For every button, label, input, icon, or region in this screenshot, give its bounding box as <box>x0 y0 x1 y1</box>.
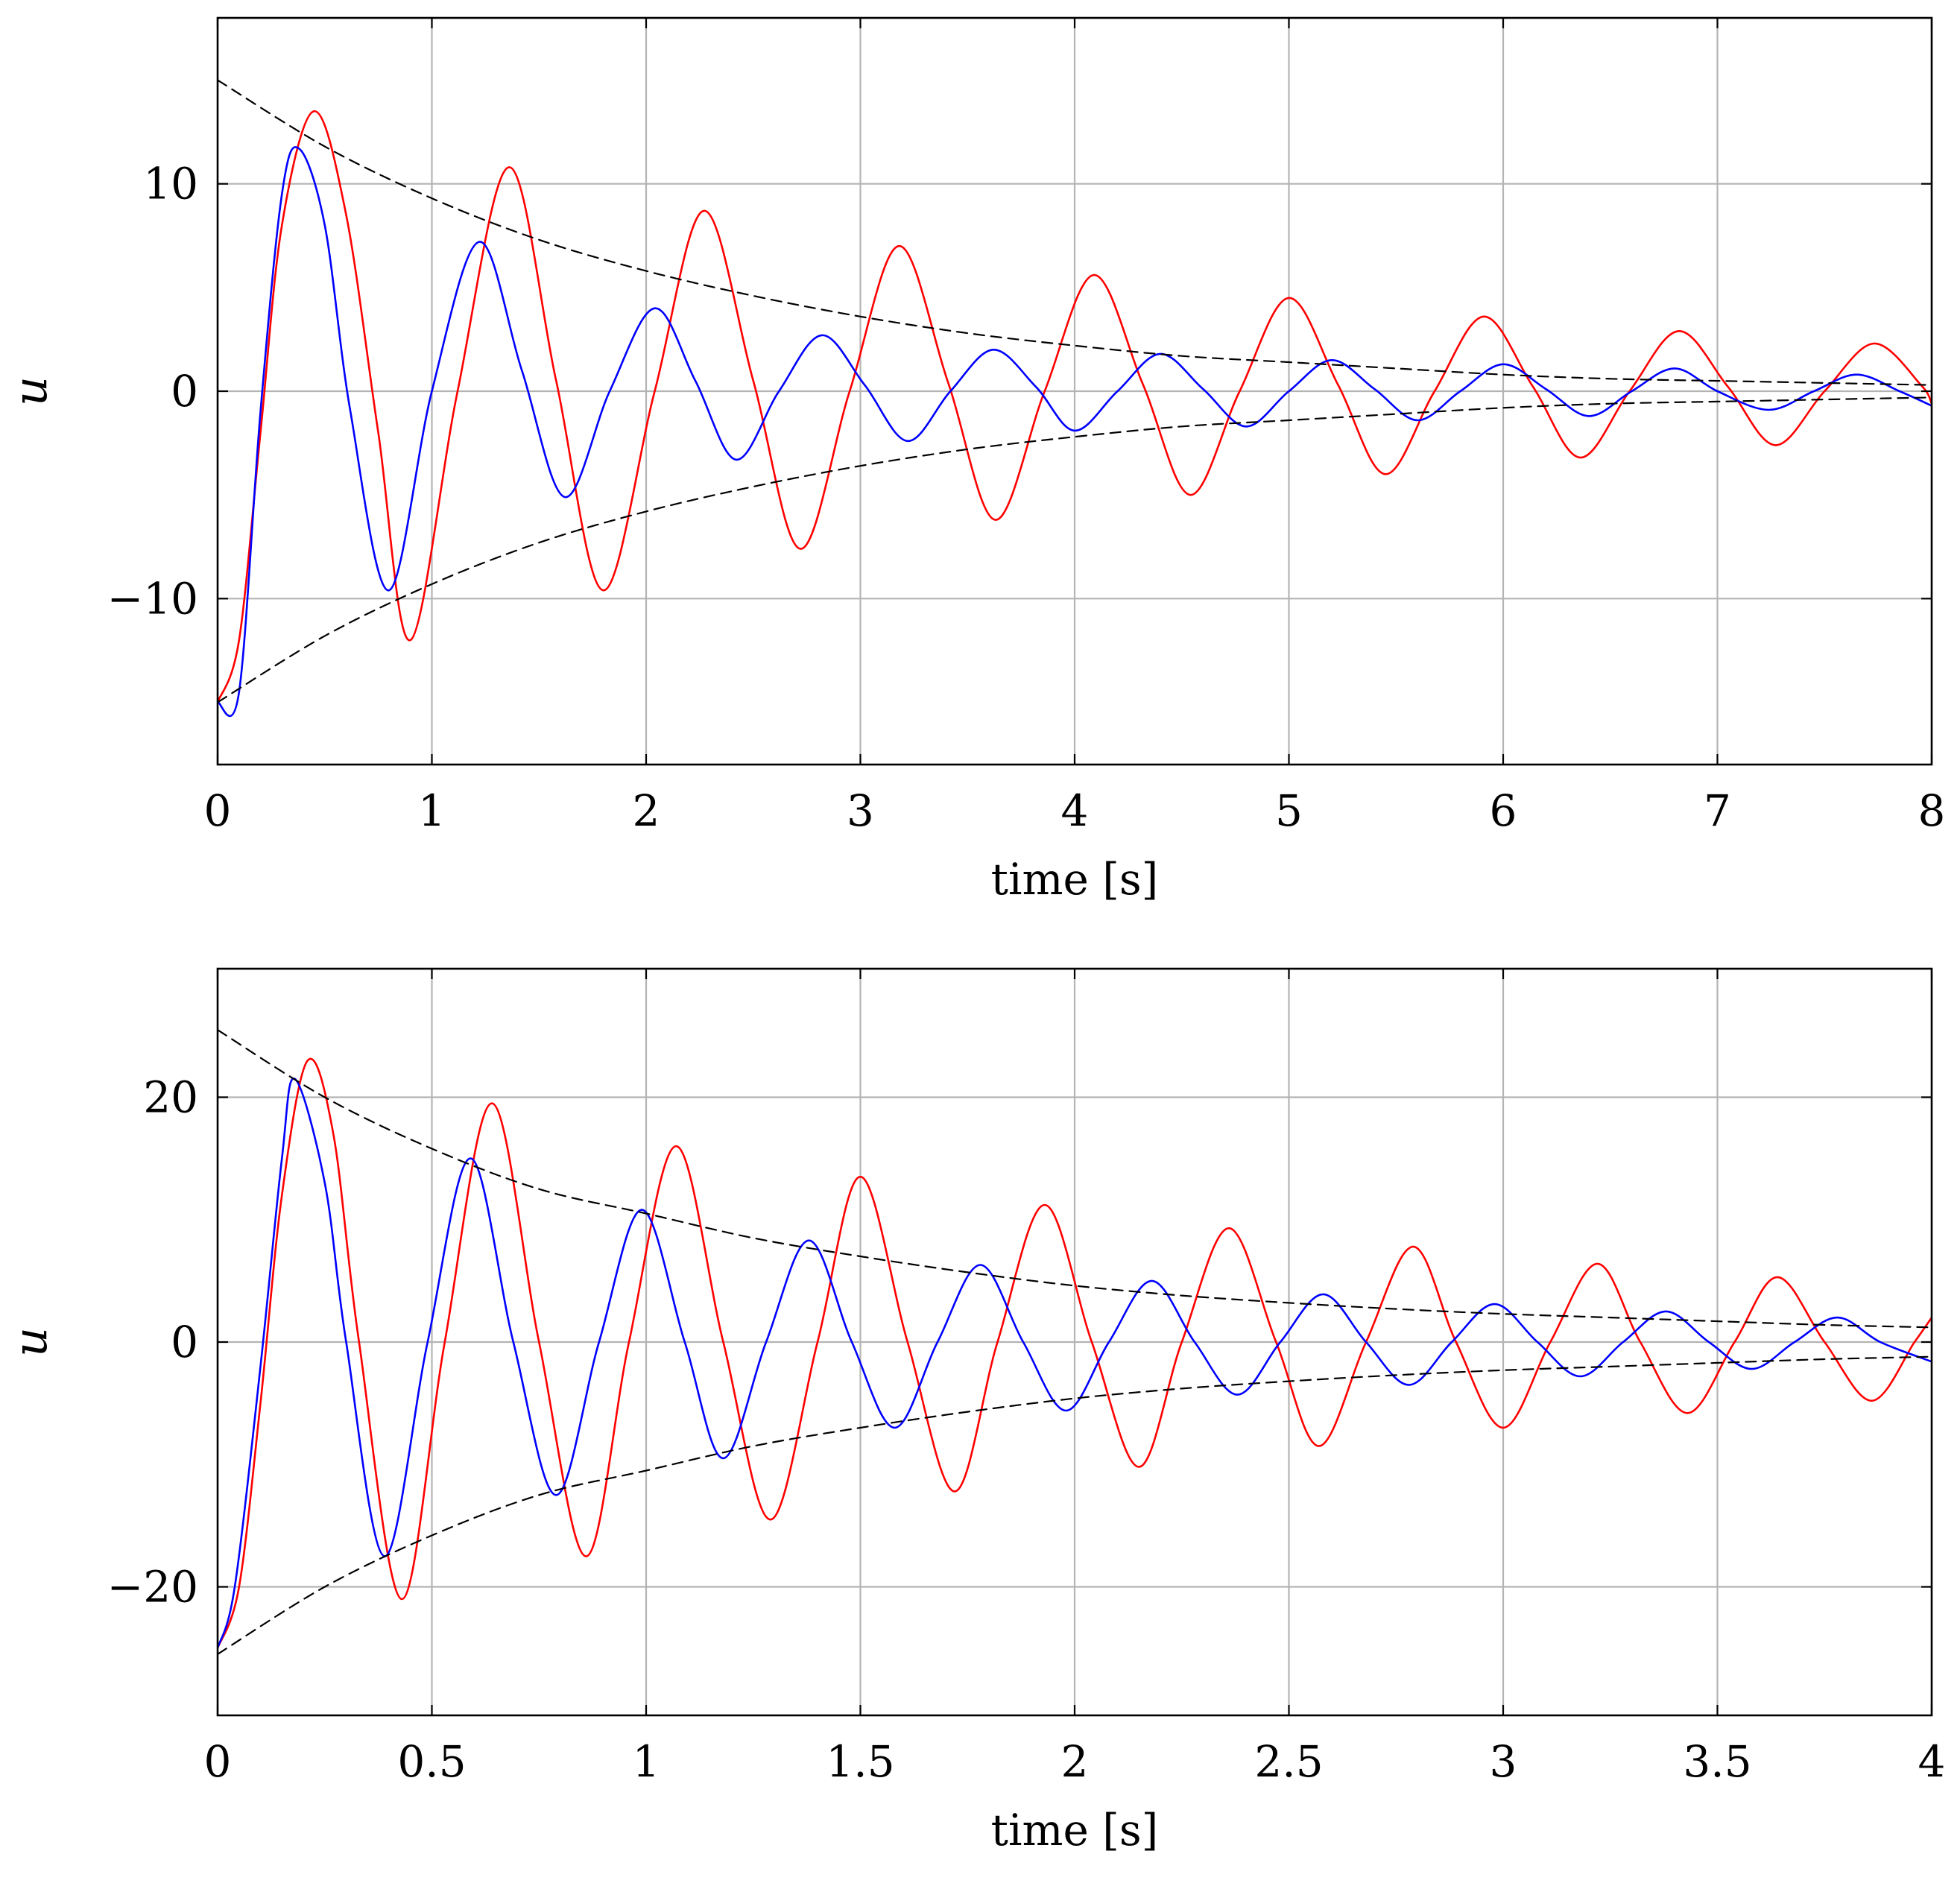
top-chart-xtick-label: 2 <box>633 785 660 836</box>
top-chart-ytick-label: 0 <box>171 366 198 417</box>
bottom-chart-xtick-label: 2.5 <box>1254 1736 1323 1787</box>
top-chart-xtick-label: 5 <box>1275 785 1303 836</box>
top-chart-xtick-label: 7 <box>1704 785 1731 836</box>
top-chart-ticks: 0 1 2 3 4 5 6 7 8 −10 0 10 <box>107 18 1946 836</box>
top-chart-series-blue-response <box>218 146 1932 718</box>
top-chart-xtick-label: 3 <box>847 785 874 836</box>
bottom-chart-ylabel: u <box>3 1327 57 1357</box>
bottom-chart: 0 0.5 1 1.5 2 2.5 3 3.5 4 −20 0 20 time [s] u <box>3 967 1946 1855</box>
top-chart-xtick-label: 0 <box>204 785 232 836</box>
top-chart-xlabel: time [s] <box>991 854 1159 905</box>
bottom-chart-xtick-label: 4 <box>1918 1736 1946 1787</box>
top-chart-ytick-label: −10 <box>107 573 198 624</box>
top-chart: 0 1 2 3 4 5 6 7 8 −10 0 10 time [s] u <box>3 16 1946 905</box>
top-chart-series-red-response <box>218 110 1932 703</box>
bottom-chart-xtick-label: 3 <box>1490 1736 1517 1787</box>
bottom-chart-ytick-label: −20 <box>107 1562 198 1613</box>
top-chart-series-lower-envelope <box>218 396 1932 703</box>
bottom-chart-ticks: 0 0.5 1 1.5 2 2.5 3 3.5 4 −20 0 20 <box>107 969 1946 1787</box>
bottom-chart-xtick-label: 1.5 <box>826 1736 894 1787</box>
bottom-chart-xtick-label: 3.5 <box>1683 1736 1751 1787</box>
bottom-chart-ytick-label: 20 <box>143 1072 198 1122</box>
top-chart-series <box>218 79 1932 718</box>
top-chart-series-upper-envelope <box>218 79 1932 386</box>
top-chart-xtick-label: 4 <box>1061 785 1089 836</box>
top-chart-ylabel: u <box>3 376 57 406</box>
top-chart-xtick-label: 8 <box>1918 785 1946 836</box>
bottom-chart-ytick-label: 0 <box>171 1317 198 1367</box>
top-chart-xtick-label: 1 <box>418 785 446 836</box>
bottom-chart-series <box>218 1029 1932 1655</box>
bottom-chart-series-lower-envelope <box>218 1355 1932 1655</box>
bottom-chart-grid <box>218 969 1932 1715</box>
bottom-chart-series-blue-response <box>218 1078 1932 1649</box>
bottom-chart-xtick-label: 1 <box>633 1736 660 1787</box>
bottom-chart-series-upper-envelope <box>218 1029 1932 1329</box>
top-chart-xtick-label: 6 <box>1490 785 1517 836</box>
top-chart-grid <box>218 18 1932 765</box>
bottom-chart-xtick-label: 0 <box>204 1736 232 1787</box>
bottom-chart-xtick-label: 2 <box>1061 1736 1089 1787</box>
bottom-chart-xtick-label: 0.5 <box>397 1736 466 1787</box>
bottom-chart-xlabel: time [s] <box>991 1805 1159 1855</box>
top-chart-ytick-label: 10 <box>143 159 198 209</box>
